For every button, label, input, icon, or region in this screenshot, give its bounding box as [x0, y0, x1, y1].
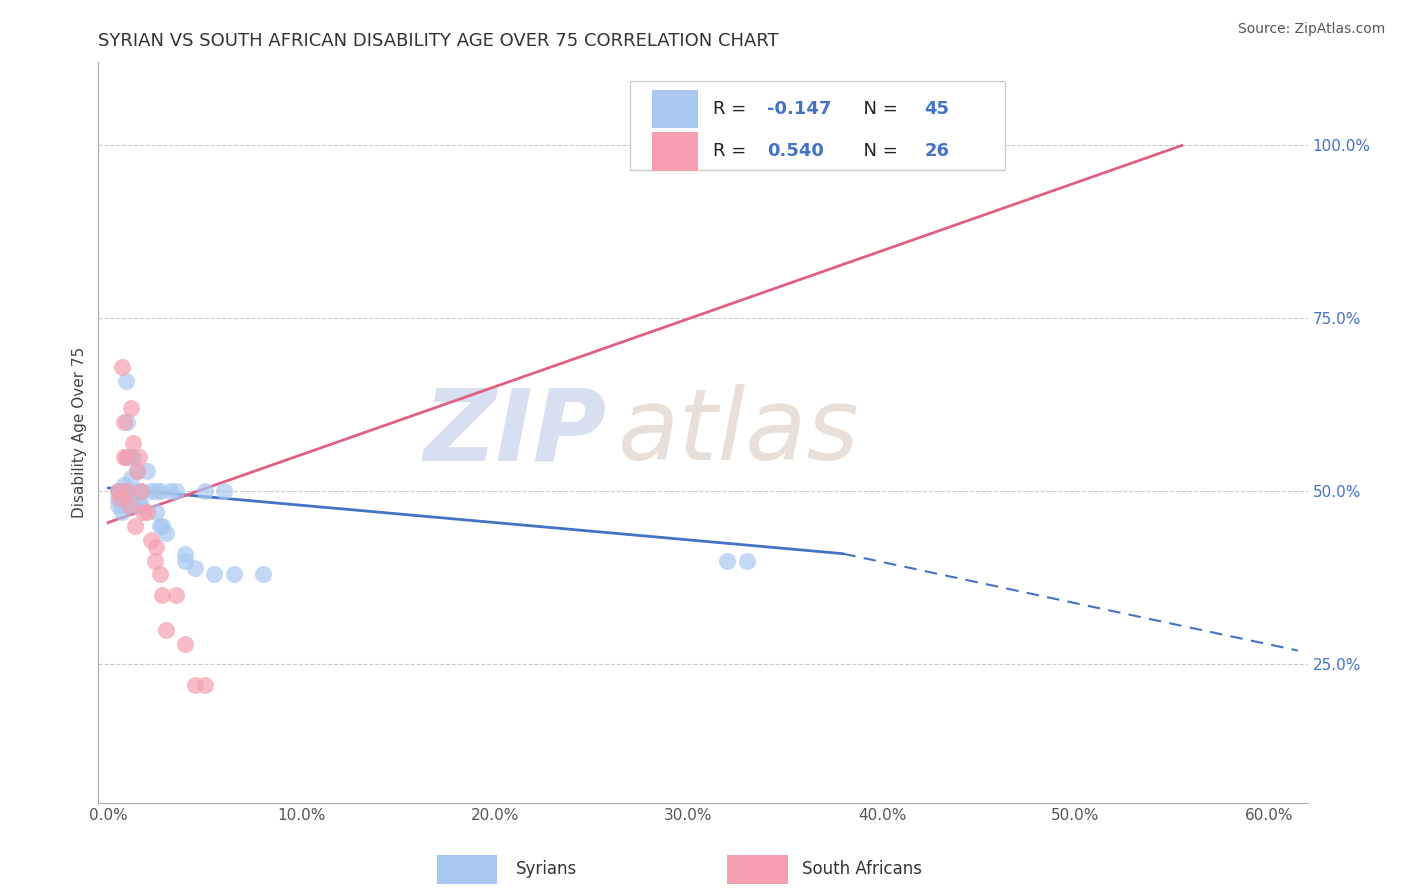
Point	[155, 525, 177, 540]
Point	[122, 436, 145, 450]
Point	[112, 415, 135, 429]
Point	[114, 498, 136, 512]
Point	[117, 450, 139, 464]
Point	[111, 484, 134, 499]
Y-axis label: Disability Age Over 75: Disability Age Over 75	[72, 347, 87, 518]
Point	[155, 623, 177, 637]
Point	[252, 567, 274, 582]
Text: South Africans: South Africans	[803, 861, 922, 879]
Point	[165, 484, 187, 499]
Point	[204, 567, 226, 582]
Point	[194, 678, 217, 692]
Point	[112, 450, 135, 464]
Point	[127, 484, 149, 499]
Text: 45: 45	[924, 100, 949, 118]
Point	[107, 491, 129, 506]
Point	[120, 450, 142, 464]
Point	[174, 637, 197, 651]
Point	[184, 560, 207, 574]
Text: SYRIAN VS SOUTH AFRICAN DISABILITY AGE OVER 75 CORRELATION CHART: SYRIAN VS SOUTH AFRICAN DISABILITY AGE O…	[98, 32, 779, 50]
Point	[194, 484, 217, 499]
Point	[124, 519, 146, 533]
Point	[129, 484, 152, 499]
Point	[143, 554, 166, 568]
Point	[128, 498, 150, 512]
Point	[117, 415, 139, 429]
Point	[139, 484, 162, 499]
Point	[222, 567, 245, 582]
Point	[135, 464, 157, 478]
Point	[122, 498, 145, 512]
Point	[112, 477, 135, 491]
Text: Syrians: Syrians	[516, 861, 576, 879]
Point	[111, 498, 134, 512]
Point	[159, 484, 181, 499]
Text: N =: N =	[852, 143, 903, 161]
Bar	[630, 81, 1005, 169]
Point	[149, 567, 172, 582]
Point	[120, 470, 142, 484]
Point	[127, 464, 149, 478]
Point	[145, 484, 167, 499]
Bar	[652, 90, 699, 128]
Point	[149, 484, 172, 499]
Point	[120, 491, 142, 506]
Point	[107, 484, 129, 499]
Point	[118, 498, 141, 512]
Bar	[652, 132, 699, 170]
Point	[117, 484, 139, 499]
Point	[184, 678, 207, 692]
Text: Source: ZipAtlas.com: Source: ZipAtlas.com	[1237, 22, 1385, 37]
Point	[174, 554, 197, 568]
Text: -0.147: -0.147	[768, 100, 831, 118]
Text: 0.540: 0.540	[768, 143, 824, 161]
Point	[212, 484, 235, 499]
Point	[122, 450, 145, 464]
Point	[111, 491, 134, 506]
Point	[114, 450, 136, 464]
Point	[129, 498, 152, 512]
Point	[120, 401, 142, 416]
Point	[716, 554, 738, 568]
Point	[132, 505, 155, 519]
Point	[145, 540, 167, 554]
Point	[139, 533, 162, 547]
Text: 26: 26	[924, 143, 949, 161]
Bar	[437, 855, 498, 884]
Point	[107, 498, 129, 512]
Point	[112, 491, 135, 506]
Point	[128, 450, 150, 464]
Bar	[727, 855, 787, 884]
Text: R =: R =	[713, 143, 752, 161]
Point	[165, 588, 187, 602]
Point	[127, 464, 149, 478]
Point	[135, 505, 157, 519]
Text: atlas: atlas	[619, 384, 860, 481]
Point	[735, 554, 758, 568]
Point	[111, 359, 134, 374]
Point	[129, 484, 152, 499]
Point	[114, 374, 136, 388]
Point	[150, 588, 173, 602]
Text: ZIP: ZIP	[423, 384, 606, 481]
Point	[107, 484, 129, 499]
Point	[108, 491, 131, 506]
Point	[112, 484, 135, 499]
Point	[145, 505, 167, 519]
Point	[149, 519, 172, 533]
Point	[111, 505, 134, 519]
Text: N =: N =	[852, 100, 903, 118]
Text: R =: R =	[713, 100, 752, 118]
Point	[174, 547, 197, 561]
Point	[117, 498, 139, 512]
Point	[150, 519, 173, 533]
